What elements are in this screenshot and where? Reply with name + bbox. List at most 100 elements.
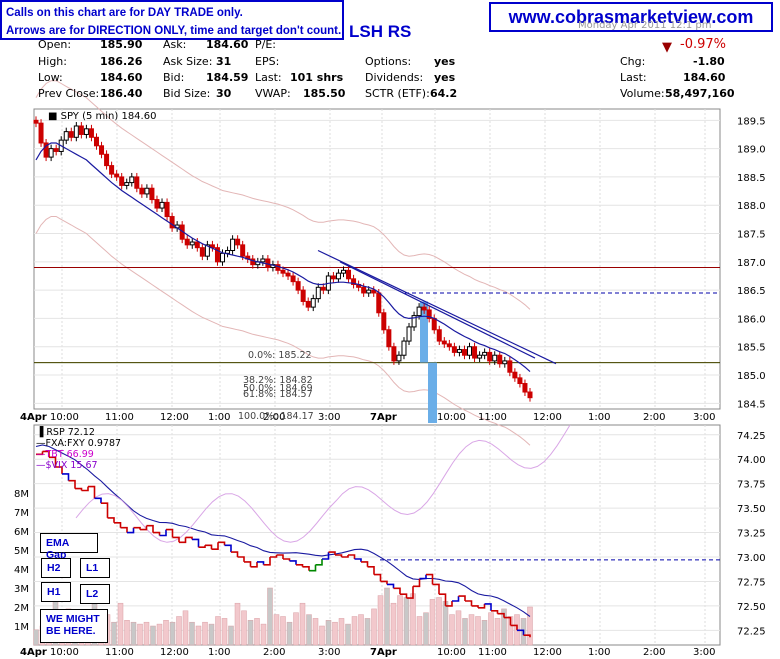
ema-line [35, 142, 531, 373]
volume-bar [130, 621, 137, 646]
rsp-step [231, 551, 239, 557]
candle-body [149, 187, 155, 201]
candle-body [295, 281, 301, 291]
price-tick-label: 187.0 [737, 258, 766, 269]
highlight-bar-upper [420, 301, 428, 363]
rsp-tick-label: 72.75 [737, 577, 766, 588]
volume-tick-label: 8M [14, 489, 29, 500]
fib-label: 61.8%: 184.57 [243, 389, 313, 400]
time-tick-label: 3:00 [693, 647, 715, 658]
sctr-label: SCTR (ETF): [365, 87, 430, 100]
rsp-step [478, 603, 486, 609]
candle-body [517, 377, 523, 385]
candle-body [109, 165, 115, 175]
rsp-step [484, 603, 492, 611]
rsp-tick-label: 73.25 [737, 529, 766, 540]
volume-bar [202, 621, 208, 646]
candle-body [68, 131, 74, 138]
website-box[interactable]: www.cobrasmarketview.com [489, 2, 773, 32]
time-tick-label: 12:00 [160, 412, 189, 423]
volume-bar [423, 612, 429, 646]
rsp-step [88, 485, 96, 499]
rsp-step [55, 466, 63, 474]
price-tick-label: 186.5 [737, 286, 766, 297]
rsp-step [289, 560, 297, 565]
candle-body [376, 292, 382, 314]
volume-bar [280, 616, 286, 646]
volume-tick-label: 3M [14, 584, 29, 595]
candle-body [441, 340, 447, 345]
candle-body [214, 247, 220, 263]
notice-line-1: Calls on this chart are for DAY TRADE on… [6, 7, 243, 19]
l1-label: L1 [80, 558, 110, 578]
candle-body [335, 272, 341, 280]
volume-bar [377, 595, 384, 646]
candle-body [184, 238, 190, 246]
price-tick-label: 188.5 [737, 173, 766, 184]
change-percent: -0.97% [680, 37, 726, 52]
rsp-step [413, 578, 421, 588]
volume-bar [234, 602, 241, 646]
candle-body [351, 278, 357, 285]
volume-bar [351, 616, 358, 646]
rsp-step [465, 600, 473, 606]
bid-size-label: Bid Size: [163, 87, 211, 100]
highlight-bar-lower [428, 362, 437, 423]
rsp-tick-label: 72.50 [737, 602, 766, 613]
volume-bar [319, 625, 325, 646]
volume-bar [403, 597, 410, 646]
volume-bar [176, 616, 182, 646]
volume-bar [221, 618, 228, 646]
time-tick-label: 11:00 [105, 647, 134, 658]
candle-body [99, 145, 105, 155]
volume-bar [156, 623, 163, 646]
rsp-tick-label: 74.00 [737, 455, 766, 466]
volume-bar [338, 618, 345, 646]
open-value: 185.90 [100, 38, 143, 51]
price-tick-label: 187.5 [737, 230, 766, 241]
vwap-label: VWAP: [255, 87, 291, 100]
candle-body [129, 176, 135, 184]
candle-body [431, 317, 437, 331]
rsp-tick-label: 73.50 [737, 504, 766, 515]
rsp-step [452, 596, 460, 602]
candle-body [512, 371, 518, 379]
candle-body [401, 340, 407, 356]
rsp-step [172, 536, 180, 543]
rsp-step [419, 574, 427, 580]
candle-body [456, 349, 462, 353]
price-tick-label: 186.0 [737, 314, 766, 325]
rsp-step [244, 561, 252, 567]
volume-bar [416, 616, 423, 646]
low-value: 184.60 [100, 71, 143, 84]
volume-tick-label: 1M [14, 622, 29, 633]
h2-label: H2 [41, 558, 71, 578]
candle-body [527, 391, 533, 399]
rsp-step [211, 542, 219, 550]
time-tick-label: 1:00 [208, 647, 230, 658]
candle-body [472, 346, 478, 359]
legend: ■ SPY (5 min) 184.60 ▐ RSP 72.12—FXA:FXY … [36, 111, 156, 471]
candle-body [114, 173, 120, 178]
price-tick-label: 189.5 [737, 116, 766, 127]
candle-body [250, 258, 256, 266]
rsp-step [361, 561, 369, 567]
website-link[interactable]: www.cobrasmarketview.com [508, 7, 754, 27]
candle-body [235, 238, 241, 246]
volume-tick-label: 5M [14, 546, 29, 557]
candle-body [497, 354, 503, 365]
candle-body [285, 272, 291, 277]
candle-body [502, 360, 508, 365]
rsp-step [107, 517, 115, 523]
rsp-step [406, 586, 414, 599]
candle-body [33, 119, 39, 124]
candle-body [194, 241, 200, 249]
indicator-legend-item: —$VIX 15.67 [36, 460, 98, 471]
lower-envelope [35, 216, 531, 446]
rsp-step [49, 456, 57, 467]
candle-body [134, 176, 140, 189]
candle-body [290, 275, 296, 283]
volume-bar [143, 621, 150, 646]
rsp-step [354, 558, 362, 562]
